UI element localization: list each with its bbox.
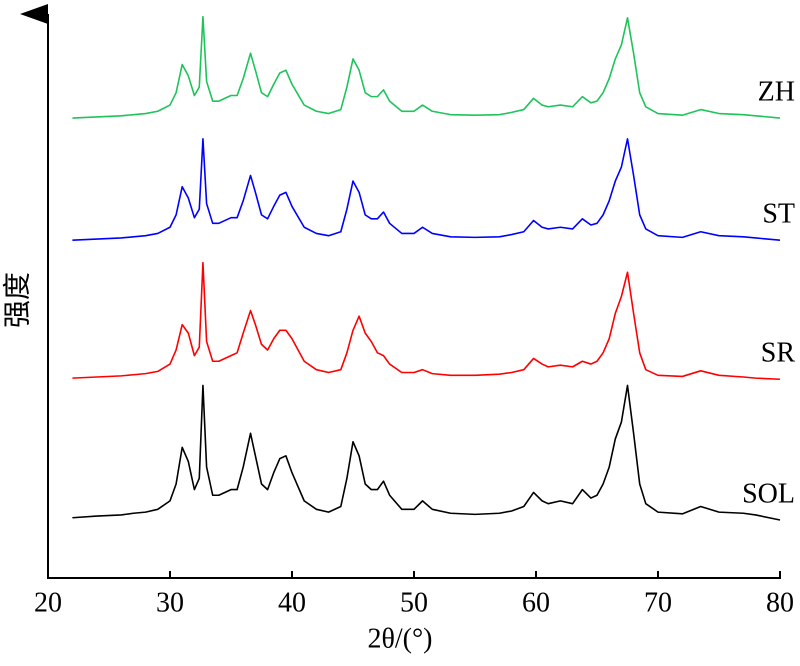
y-axis-title: 强度	[1, 272, 33, 328]
x-axis-title: 2θ/(°)	[367, 623, 432, 654]
x-tick-label: 80	[766, 587, 794, 618]
series-line	[72, 138, 781, 241]
series-line	[72, 15, 781, 119]
series-label: SR	[761, 338, 796, 369]
x-tick-label: 70	[644, 587, 672, 618]
series-label: ST	[762, 199, 795, 230]
x-tick-label: 20	[34, 587, 62, 618]
series-label: ZH	[758, 76, 795, 107]
x-tick-label: 30	[156, 587, 184, 618]
x-tick-label: 60	[522, 587, 550, 618]
series-line	[72, 384, 781, 521]
x-tick-label: 40	[278, 587, 306, 618]
series-label: SOL	[742, 478, 795, 509]
series-line	[72, 261, 781, 381]
x-tick-label: 50	[400, 587, 428, 618]
